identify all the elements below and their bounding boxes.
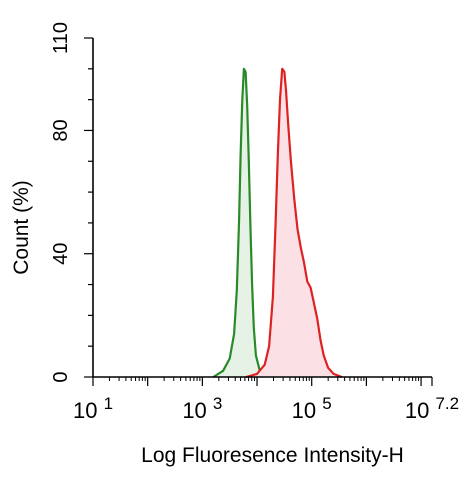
x-tick-base: 10 <box>405 398 436 423</box>
axes-layer <box>92 38 432 378</box>
y-tick-label: 110 <box>50 22 72 54</box>
x-tick-label: 10 7.2 <box>405 394 459 423</box>
series-1-line <box>212 67 267 378</box>
y-axis-label: Count (%) <box>10 180 33 275</box>
series-2-fill <box>246 68 342 378</box>
x-tick-base: 10 <box>73 398 104 423</box>
x-tick-label: 10 5 <box>292 394 332 423</box>
y-tick-label: 0 <box>50 371 72 382</box>
y-tick-label: 80 <box>50 119 72 141</box>
x-tick-exponent: 1 <box>104 394 113 413</box>
x-tick-exponent: 7.2 <box>435 394 459 413</box>
x-tick-exponent: 5 <box>322 394 331 413</box>
series-layer <box>212 67 343 379</box>
x-tick-label: 10 3 <box>182 394 222 423</box>
series-2-line <box>245 67 343 379</box>
y-tick-label: 40 <box>50 243 72 265</box>
x-axis-label: Log Fluoresence Intensity-H <box>141 444 404 467</box>
x-tick-label: 10 1 <box>73 394 113 423</box>
x-tick-base: 10 <box>182 398 213 423</box>
x-tick-base: 10 <box>292 398 323 423</box>
x-tick-exponent: 3 <box>213 394 222 413</box>
